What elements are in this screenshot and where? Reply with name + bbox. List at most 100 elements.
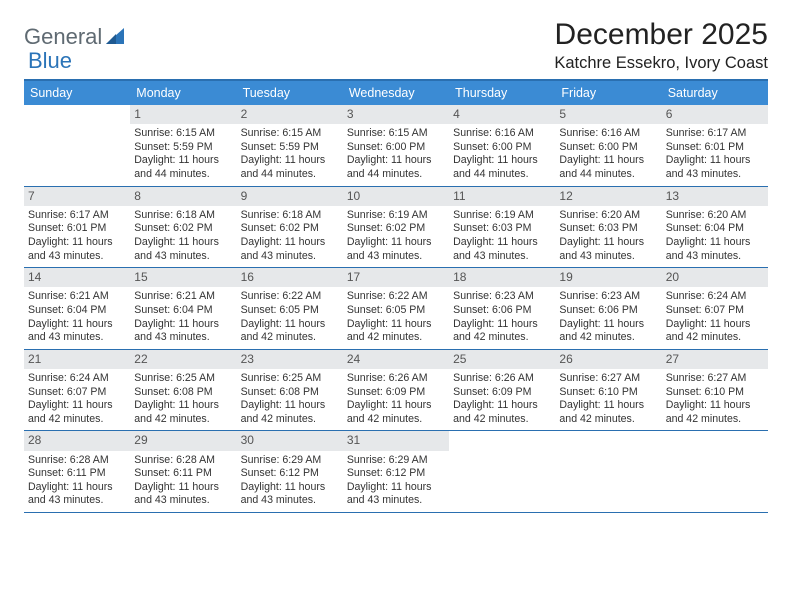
- sunset-text: Sunset: 5:59 PM: [241, 141, 339, 155]
- sunrise-text: Sunrise: 6:27 AM: [666, 372, 764, 386]
- logo-text-blue: Blue: [28, 48, 72, 74]
- sunset-text: Sunset: 6:00 PM: [347, 141, 445, 155]
- sunset-text: Sunset: 6:12 PM: [241, 467, 339, 481]
- daylight-text: and 43 minutes.: [559, 250, 657, 264]
- daylight-text: and 44 minutes.: [559, 168, 657, 182]
- sunrise-text: Sunrise: 6:18 AM: [241, 209, 339, 223]
- daylight-text: and 43 minutes.: [241, 494, 339, 508]
- day-number: 17: [343, 268, 449, 287]
- day-number: 11: [449, 187, 555, 206]
- week-row: 1Sunrise: 6:15 AMSunset: 5:59 PMDaylight…: [24, 105, 768, 187]
- day-cell-25: 25Sunrise: 6:26 AMSunset: 6:09 PMDayligh…: [449, 350, 555, 431]
- daylight-text: Daylight: 11 hours: [241, 236, 339, 250]
- sunrise-text: Sunrise: 6:26 AM: [453, 372, 551, 386]
- daylight-text: Daylight: 11 hours: [453, 154, 551, 168]
- weekday-sun: Sunday: [24, 81, 130, 105]
- day-number: 3: [343, 105, 449, 124]
- sunrise-text: Sunrise: 6:16 AM: [453, 127, 551, 141]
- daylight-text: and 44 minutes.: [134, 168, 232, 182]
- day-cell-18: 18Sunrise: 6:23 AMSunset: 6:06 PMDayligh…: [449, 268, 555, 349]
- sunset-text: Sunset: 6:05 PM: [347, 304, 445, 318]
- sunset-text: Sunset: 6:01 PM: [28, 222, 126, 236]
- daylight-text: Daylight: 11 hours: [241, 154, 339, 168]
- weekday-sat: Saturday: [662, 81, 768, 105]
- day-cell-13: 13Sunrise: 6:20 AMSunset: 6:04 PMDayligh…: [662, 187, 768, 268]
- sunrise-text: Sunrise: 6:23 AM: [559, 290, 657, 304]
- calendar: Sunday Monday Tuesday Wednesday Thursday…: [24, 79, 768, 513]
- daylight-text: Daylight: 11 hours: [134, 236, 232, 250]
- day-number: 22: [130, 350, 236, 369]
- daylight-text: Daylight: 11 hours: [347, 236, 445, 250]
- daylight-text: Daylight: 11 hours: [134, 399, 232, 413]
- sunrise-text: Sunrise: 6:17 AM: [28, 209, 126, 223]
- daylight-text: Daylight: 11 hours: [241, 481, 339, 495]
- sunset-text: Sunset: 6:01 PM: [666, 141, 764, 155]
- daylight-text: and 42 minutes.: [241, 413, 339, 427]
- day-cell-15: 15Sunrise: 6:21 AMSunset: 6:04 PMDayligh…: [130, 268, 236, 349]
- logo-text-general: General: [24, 24, 102, 50]
- daylight-text: and 43 minutes.: [28, 250, 126, 264]
- location: Katchre Essekro, Ivory Coast: [554, 54, 768, 73]
- daylight-text: Daylight: 11 hours: [134, 154, 232, 168]
- day-cell-4: 4Sunrise: 6:16 AMSunset: 6:00 PMDaylight…: [449, 105, 555, 186]
- sunrise-text: Sunrise: 6:25 AM: [134, 372, 232, 386]
- day-cell-14: 14Sunrise: 6:21 AMSunset: 6:04 PMDayligh…: [24, 268, 130, 349]
- sunrise-text: Sunrise: 6:26 AM: [347, 372, 445, 386]
- day-number: 30: [237, 431, 343, 450]
- day-cell-30: 30 Sunrise: 6:29 AMSunset: 6:12 PMDayligh…: [237, 431, 343, 512]
- daylight-text: Daylight: 11 hours: [666, 399, 764, 413]
- sunset-text: Sunset: 6:00 PM: [453, 141, 551, 155]
- sunset-text: Sunset: 5:59 PM: [134, 141, 232, 155]
- daylight-text: Daylight: 11 hours: [559, 154, 657, 168]
- sunrise-text: Sunrise: 6:29 AM: [241, 454, 339, 468]
- sunset-text: Sunset: 6:07 PM: [666, 304, 764, 318]
- day-number: 5: [555, 105, 661, 124]
- day-cell-31: 31Sunrise: 6:29 AMSunset: 6:12 PMDayligh…: [343, 431, 449, 512]
- daylight-text: and 43 minutes.: [347, 494, 445, 508]
- day-number: 21: [24, 350, 130, 369]
- daylight-text: and 42 minutes.: [453, 331, 551, 345]
- weekday-tue: Tuesday: [237, 81, 343, 105]
- day-number: 19: [555, 268, 661, 287]
- sunrise-text: Sunrise: 6:15 AM: [241, 127, 339, 141]
- sunset-text: Sunset: 6:06 PM: [453, 304, 551, 318]
- daylight-text: Daylight: 11 hours: [559, 236, 657, 250]
- sunset-text: Sunset: 6:04 PM: [134, 304, 232, 318]
- day-number: 14: [24, 268, 130, 287]
- day-number: 28: [24, 431, 130, 450]
- day-number: 25: [449, 350, 555, 369]
- daylight-text: and 44 minutes.: [347, 168, 445, 182]
- day-cell-22: 22Sunrise: 6:25 AMSunset: 6:08 PMDayligh…: [130, 350, 236, 431]
- sunset-text: Sunset: 6:03 PM: [559, 222, 657, 236]
- daylight-text: Daylight: 11 hours: [28, 399, 126, 413]
- sunrise-text: Sunrise: 6:15 AM: [347, 127, 445, 141]
- sunset-text: Sunset: 6:09 PM: [453, 386, 551, 400]
- daylight-text: Daylight: 11 hours: [241, 318, 339, 332]
- day-cell-8: 8Sunrise: 6:18 AMSunset: 6:02 PMDaylight…: [130, 187, 236, 268]
- sunset-text: Sunset: 6:11 PM: [28, 467, 126, 481]
- day-number: 27: [662, 350, 768, 369]
- sunset-text: Sunset: 6:07 PM: [28, 386, 126, 400]
- day-cell-empty: [555, 431, 661, 512]
- daylight-text: and 43 minutes.: [347, 250, 445, 264]
- daylight-text: and 42 minutes.: [559, 413, 657, 427]
- sunrise-text: Sunrise: 6:27 AM: [559, 372, 657, 386]
- daylight-text: and 43 minutes.: [453, 250, 551, 264]
- daylight-text: and 42 minutes.: [453, 413, 551, 427]
- day-number: 6: [662, 105, 768, 124]
- day-cell-10: 10Sunrise: 6:19 AMSunset: 6:02 PMDayligh…: [343, 187, 449, 268]
- day-number: 15: [130, 268, 236, 287]
- daylight-text: Daylight: 11 hours: [666, 236, 764, 250]
- sunset-text: Sunset: 6:02 PM: [134, 222, 232, 236]
- daylight-text: and 42 minutes.: [347, 413, 445, 427]
- daylight-text: and 42 minutes.: [666, 331, 764, 345]
- sunset-text: Sunset: 6:09 PM: [347, 386, 445, 400]
- sunrise-text: Sunrise: 6:15 AM: [134, 127, 232, 141]
- daylight-text: and 43 minutes.: [666, 250, 764, 264]
- sunset-text: Sunset: 6:10 PM: [559, 386, 657, 400]
- daylight-text: Daylight: 11 hours: [666, 318, 764, 332]
- sunset-text: Sunset: 6:02 PM: [241, 222, 339, 236]
- week-row: 28Sunrise: 6:28 AMSunset: 6:11 PMDayligh…: [24, 431, 768, 513]
- daylight-text: and 44 minutes.: [241, 168, 339, 182]
- sunrise-text: Sunrise: 6:21 AM: [134, 290, 232, 304]
